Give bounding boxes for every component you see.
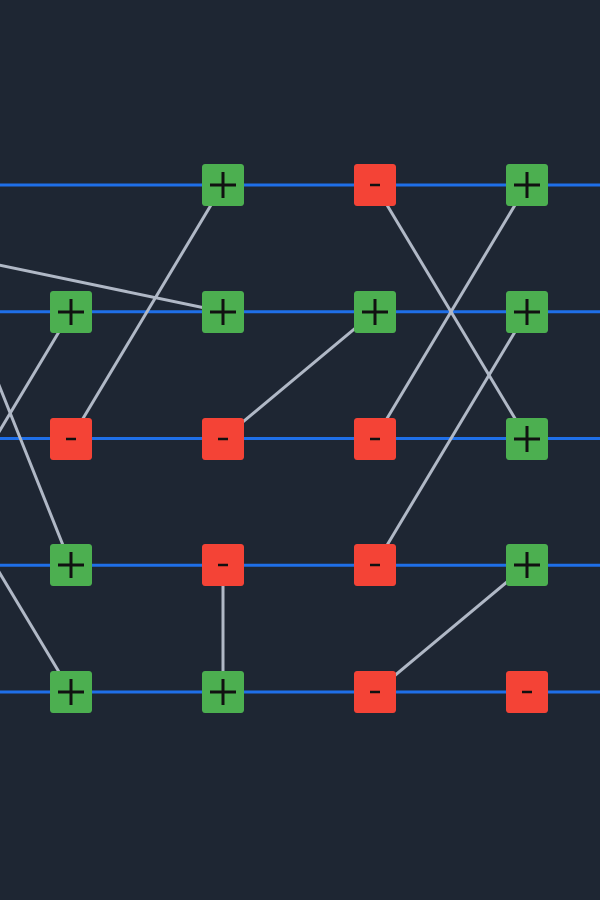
- minus-node[interactable]: [354, 671, 396, 713]
- plus-icon: [514, 552, 540, 579]
- connector-line: [373, 183, 529, 440]
- connector-line: [69, 183, 225, 440]
- plus-node[interactable]: [506, 544, 548, 587]
- connector-line: [373, 563, 529, 694]
- plus-node[interactable]: [506, 417, 548, 460]
- plus-icon: [58, 298, 84, 325]
- connector-line: [221, 310, 377, 440]
- plus-node[interactable]: [506, 164, 548, 206]
- minus-icon: [370, 183, 380, 187]
- plus-icon: [210, 679, 236, 705]
- plus-node[interactable]: [202, 290, 244, 333]
- plus-node[interactable]: [50, 671, 92, 713]
- plus-node[interactable]: [202, 671, 244, 713]
- plus-node[interactable]: [202, 164, 244, 206]
- plus-icon: [58, 679, 84, 705]
- connector-line: [373, 310, 529, 567]
- plus-node[interactable]: [354, 290, 396, 333]
- minus-node[interactable]: [354, 164, 396, 206]
- plus-node[interactable]: [506, 290, 548, 333]
- connector-line: [0, 310, 73, 434]
- plus-icon: [210, 172, 236, 198]
- minus-icon: [218, 437, 228, 440]
- minus-icon: [370, 437, 380, 440]
- minus-icon: [218, 564, 228, 567]
- minus-node[interactable]: [202, 417, 244, 460]
- plus-node[interactable]: [50, 290, 92, 333]
- minus-icon: [522, 690, 532, 694]
- minus-icon: [66, 437, 76, 440]
- minus-node[interactable]: [50, 417, 92, 460]
- connector-line: [0, 263, 225, 314]
- plus-icon: [514, 425, 540, 452]
- minus-node[interactable]: [354, 544, 396, 587]
- minus-icon: [370, 564, 380, 567]
- minus-node[interactable]: [506, 671, 548, 713]
- plus-node[interactable]: [50, 544, 92, 587]
- plus-icon: [58, 552, 84, 579]
- plus-icon: [210, 298, 236, 325]
- plus-icon: [514, 172, 540, 198]
- connector-line: [0, 570, 73, 694]
- connector-line: [0, 383, 73, 567]
- plus-icon: [362, 298, 388, 325]
- minus-node[interactable]: [202, 544, 244, 587]
- minus-icon: [370, 690, 380, 694]
- plus-icon: [514, 298, 540, 325]
- minus-node[interactable]: [354, 417, 396, 460]
